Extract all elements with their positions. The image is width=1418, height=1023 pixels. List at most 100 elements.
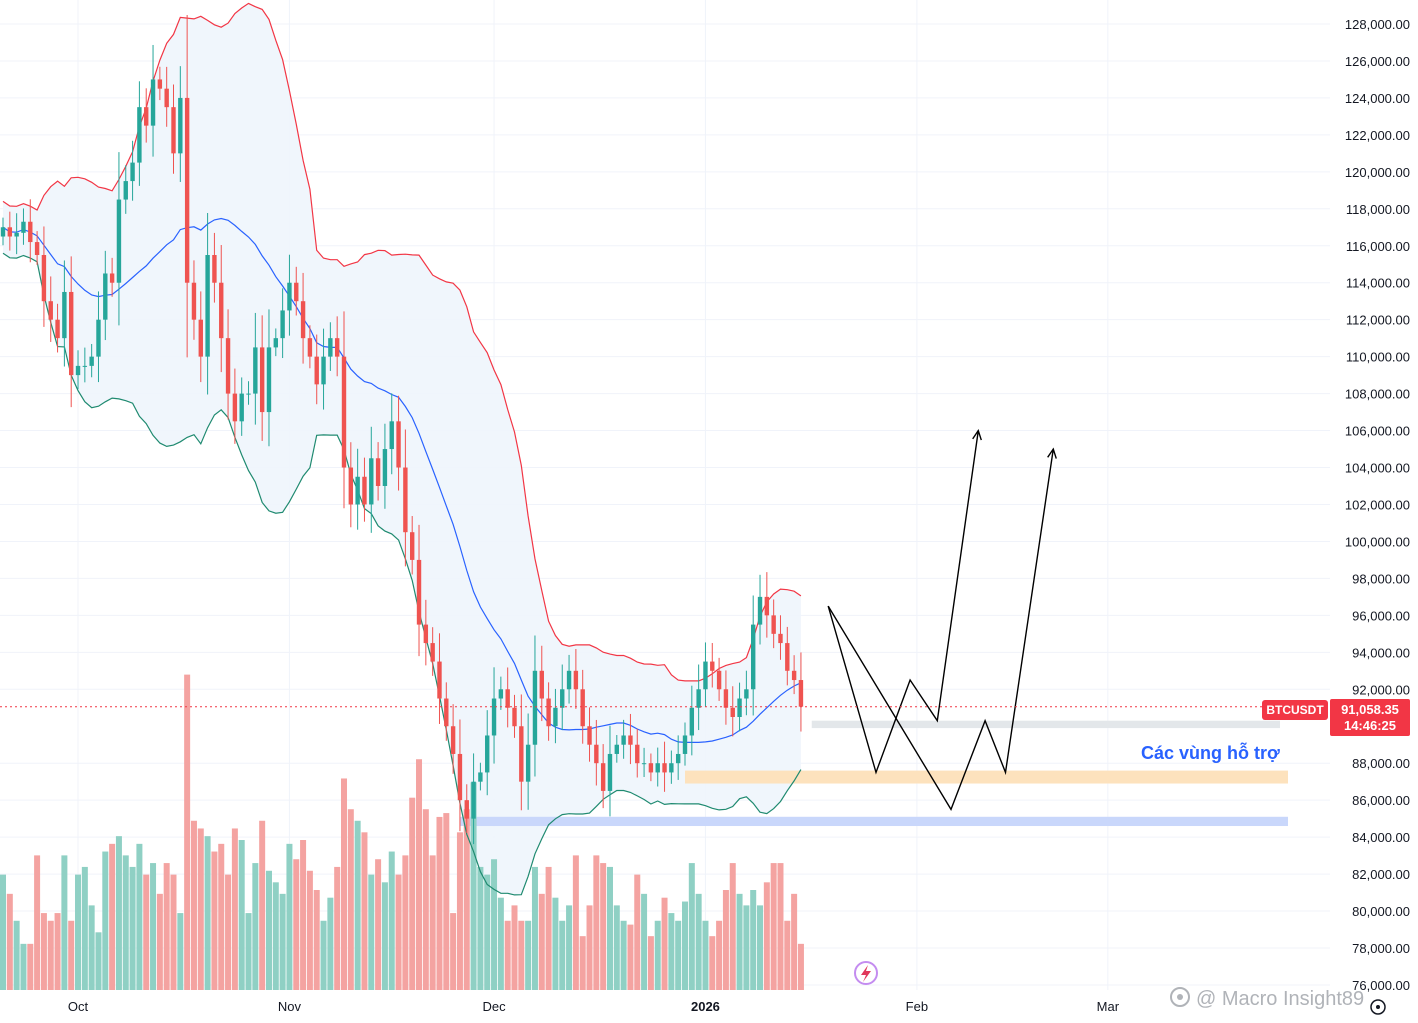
candle[interactable] <box>757 574 763 645</box>
candle[interactable] <box>328 322 333 371</box>
candle[interactable] <box>341 311 347 509</box>
candle-body[interactable] <box>362 476 367 505</box>
candle[interactable] <box>662 741 667 792</box>
candle-body[interactable] <box>444 698 449 727</box>
candle-body[interactable] <box>21 221 26 233</box>
candle-body[interactable] <box>171 107 176 154</box>
candle-body[interactable] <box>266 347 272 413</box>
candle-body[interactable] <box>191 282 197 320</box>
candle-body[interactable] <box>703 661 708 690</box>
candle[interactable] <box>641 747 647 778</box>
candle-body[interactable] <box>560 689 565 708</box>
candle[interactable] <box>232 368 238 444</box>
candle[interactable] <box>287 254 292 336</box>
candle[interactable] <box>82 347 88 383</box>
candle-body[interactable] <box>723 689 729 708</box>
candle-body[interactable] <box>607 753 613 791</box>
candle-body[interactable] <box>471 781 476 819</box>
candle[interactable] <box>696 664 701 731</box>
candle-body[interactable] <box>144 107 149 126</box>
candle-body[interactable] <box>519 726 524 782</box>
candle-body[interactable] <box>730 707 735 717</box>
candle[interactable] <box>41 226 47 327</box>
candle[interactable] <box>116 152 122 326</box>
candle[interactable] <box>259 315 265 441</box>
candle[interactable] <box>437 633 442 724</box>
candle[interactable] <box>485 710 490 796</box>
candle[interactable] <box>198 291 203 383</box>
candle[interactable] <box>28 199 33 263</box>
candle-body[interactable] <box>116 199 122 283</box>
candle[interactable] <box>7 211 13 251</box>
candle-body[interactable] <box>532 670 538 745</box>
candle[interactable] <box>48 276 53 342</box>
candle-body[interactable] <box>423 624 429 644</box>
candle-body[interactable] <box>89 356 94 366</box>
candle[interactable] <box>566 654 572 704</box>
candle-body[interactable] <box>69 291 74 376</box>
candle[interactable] <box>348 442 354 528</box>
candle[interactable] <box>314 334 319 405</box>
candle-body[interactable] <box>219 282 224 339</box>
candle-body[interactable] <box>55 319 60 339</box>
candle[interactable] <box>457 719 463 832</box>
candle-body[interactable] <box>669 763 674 773</box>
candle[interactable] <box>334 316 340 377</box>
candle[interactable] <box>689 685 695 756</box>
candle[interactable] <box>307 325 313 369</box>
candle[interactable] <box>103 250 108 341</box>
candle[interactable] <box>362 457 367 522</box>
candle[interactable] <box>778 615 783 660</box>
candle-body[interactable] <box>96 319 101 357</box>
candle-body[interactable] <box>389 421 394 450</box>
candle-body[interactable] <box>287 282 292 311</box>
candle-body[interactable] <box>566 670 572 690</box>
candle-body[interactable] <box>771 615 776 634</box>
candle-body[interactable] <box>14 232 19 237</box>
candle[interactable] <box>498 676 504 710</box>
candle-body[interactable] <box>48 301 53 320</box>
candle[interactable] <box>55 303 60 353</box>
candle[interactable] <box>580 669 585 744</box>
candle-body[interactable] <box>505 689 510 708</box>
candle-body[interactable] <box>614 744 619 754</box>
candle-body[interactable] <box>334 338 340 357</box>
candle[interactable] <box>614 735 619 763</box>
candle-body[interactable] <box>341 356 347 468</box>
candle-body[interactable] <box>82 365 88 367</box>
candle-body[interactable] <box>757 596 763 625</box>
candle[interactable] <box>471 753 476 845</box>
candle[interactable] <box>184 14 190 358</box>
candle-body[interactable] <box>744 689 749 699</box>
candle[interactable] <box>730 686 735 737</box>
candle[interactable] <box>751 595 756 716</box>
candle[interactable] <box>130 140 135 201</box>
candle-body[interactable] <box>212 255 217 283</box>
candle-body[interactable] <box>641 763 647 765</box>
candle-body[interactable] <box>587 726 592 745</box>
candle-body[interactable] <box>184 97 190 283</box>
candle-body[interactable] <box>307 338 313 357</box>
candle-body[interactable] <box>675 753 681 764</box>
candle[interactable] <box>382 423 388 509</box>
candle-body[interactable] <box>28 221 33 243</box>
candle[interactable] <box>744 670 749 716</box>
candle[interactable] <box>450 704 456 774</box>
candle[interactable] <box>723 670 729 725</box>
last-price-badge[interactable]: 91,058.35 14:46:25 <box>1330 699 1410 736</box>
candle-body[interactable] <box>7 227 13 237</box>
candle[interactable] <box>137 81 142 186</box>
candle-body[interactable] <box>785 643 790 671</box>
candle[interactable] <box>798 652 804 732</box>
candle[interactable] <box>369 426 374 533</box>
candle-body[interactable] <box>689 707 695 736</box>
candle[interactable] <box>444 682 449 741</box>
candles[interactable] <box>0 14 804 845</box>
candle[interactable] <box>546 682 551 741</box>
candle-body[interactable] <box>546 698 551 727</box>
candle-body[interactable] <box>457 753 463 801</box>
candle[interactable] <box>89 343 94 378</box>
candle[interactable] <box>280 288 285 359</box>
candle[interactable] <box>532 635 538 777</box>
candle[interactable] <box>225 309 231 420</box>
